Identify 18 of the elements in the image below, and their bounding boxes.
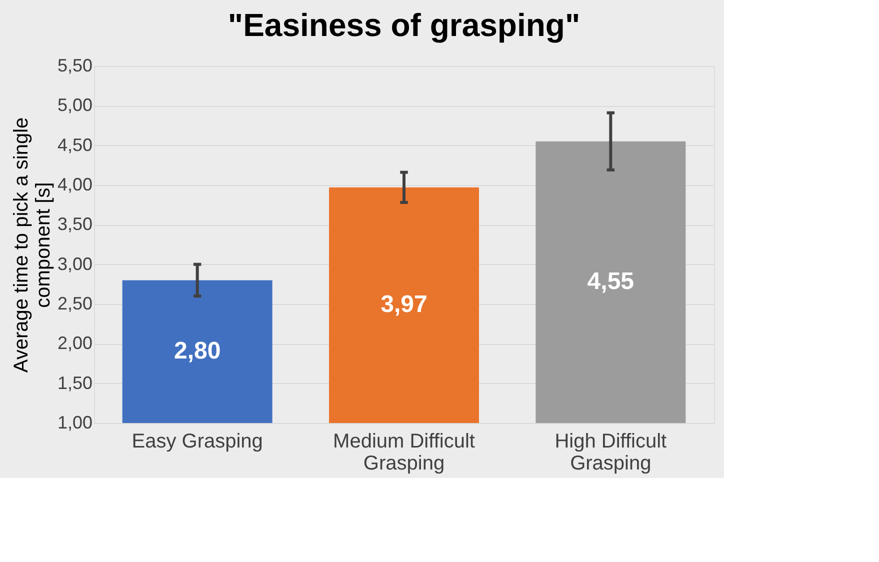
y-tick-label: 1,00 (57, 412, 92, 432)
y-tick-label: 4,50 (57, 134, 92, 155)
x-tick-label: Easy Grasping (132, 430, 263, 452)
x-tick-label: High Difficult Grasping (554, 430, 668, 474)
y-tick-label: 2,00 (57, 333, 92, 354)
data-label: 3,97 (380, 291, 428, 318)
y-tick-label: 3,00 (57, 254, 92, 274)
x-tick-label: Medium Difficult Grasping (333, 430, 476, 474)
y-axis-title: Average time to pick a single component [s] (10, 117, 54, 373)
chart-title: "Easiness of grasping" (228, 7, 580, 43)
data-label: 2,80 (174, 338, 221, 365)
y-tick-label: 2,50 (57, 294, 92, 314)
data-label: 4,55 (587, 268, 634, 296)
y-tick-label: 5,00 (57, 95, 92, 116)
y-tick-label: 1,50 (57, 372, 92, 393)
y-tick-label: 5,50 (57, 56, 92, 76)
y-tick-label: 3,50 (57, 214, 92, 234)
y-tick-label: 4,00 (57, 174, 92, 194)
